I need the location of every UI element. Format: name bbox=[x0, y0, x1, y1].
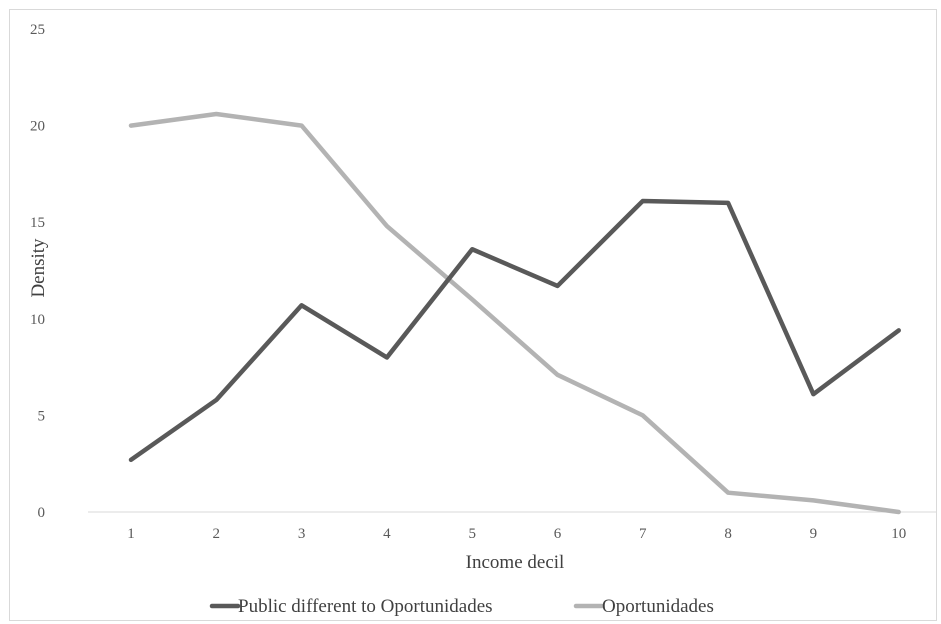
x-tick-label: 7 bbox=[639, 526, 647, 542]
legend-label: Oportunidades bbox=[602, 596, 714, 617]
x-tick-label: 8 bbox=[724, 526, 732, 542]
legend-label: Public different to Oportunidades bbox=[238, 596, 493, 617]
series-line-2 bbox=[128, 111, 901, 515]
chart-frame bbox=[9, 9, 937, 621]
x-tick-label: 5 bbox=[468, 526, 476, 542]
y-tick-label: 15 bbox=[30, 215, 45, 231]
x-tick-label: 10 bbox=[891, 526, 906, 542]
y-tick-label: 25 bbox=[30, 22, 45, 38]
x-tick-label: 9 bbox=[810, 526, 818, 542]
x-tick-label: 1 bbox=[127, 526, 135, 542]
y-tick-label: 5 bbox=[38, 408, 46, 424]
series-lines bbox=[128, 111, 901, 515]
y-tick-label: 10 bbox=[30, 312, 45, 328]
x-tick-label: 4 bbox=[383, 526, 391, 542]
x-tick-label: 3 bbox=[298, 526, 306, 542]
y-axis-ticks: 0 5 10 15 20 25 bbox=[30, 22, 45, 521]
y-axis-title: Density bbox=[28, 238, 49, 298]
y-tick-label: 0 bbox=[38, 505, 46, 521]
x-tick-label: 2 bbox=[213, 526, 221, 542]
x-axis-ticks: 1 2 3 4 5 6 7 8 9 10 bbox=[127, 526, 906, 542]
y-tick-label: 20 bbox=[30, 119, 45, 135]
series-line-1 bbox=[128, 198, 901, 463]
x-tick-label: 6 bbox=[554, 526, 562, 542]
x-axis-title: Income decil bbox=[466, 552, 565, 573]
legend: Public different to Oportunidades Oportun… bbox=[209, 596, 714, 617]
